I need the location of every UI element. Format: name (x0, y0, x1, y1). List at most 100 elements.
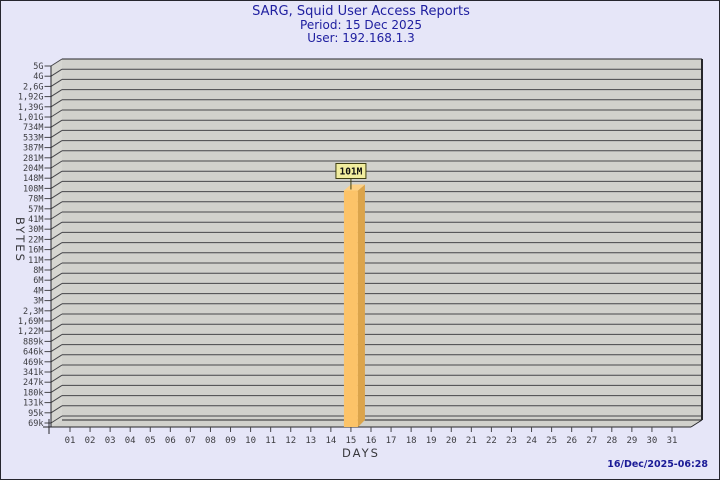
y-tick-label: 69k (28, 419, 43, 429)
x-tick-label: 31 (667, 436, 678, 446)
x-tick-label: 24 (526, 436, 537, 446)
y-tick-label: 1,39G (18, 103, 44, 113)
x-tick-label: 02 (85, 436, 96, 446)
wall-gridline-diagonal (50, 384, 63, 393)
wall-gridline-diagonal (50, 282, 63, 291)
plot-floor (51, 420, 702, 427)
x-tick-label: 28 (606, 436, 617, 446)
x-tick-label: 25 (546, 436, 557, 446)
y-tick-label: 3M (33, 297, 43, 307)
x-tick-label: 01 (65, 436, 76, 446)
wall-gridline-diagonal (50, 415, 63, 424)
y-tick-label: 22M (28, 235, 43, 245)
x-tick-label: 27 (586, 436, 597, 446)
bar-front-face (343, 190, 358, 427)
bar-value-tag (335, 163, 367, 180)
generation-timestamp: 16/Dec/2025-06:28 (607, 459, 708, 470)
x-tick-label: 08 (205, 436, 216, 446)
x-tick-label: 18 (406, 436, 417, 446)
x-tick-label: 21 (466, 436, 477, 446)
wall-gridline-diagonal (50, 150, 63, 159)
y-tick-label: 78M (28, 195, 43, 205)
y-tick-label: 204M (23, 164, 43, 174)
wall-gridline-diagonal (50, 191, 63, 200)
y-tick-label: 341k (23, 368, 43, 378)
wall-gridline-diagonal (50, 160, 63, 169)
wall-gridline-diagonal (50, 395, 63, 404)
wall-gridline-diagonal (50, 109, 63, 118)
y-tick-label: 5G (33, 62, 43, 72)
wall-gridline-diagonal (50, 303, 63, 312)
y-tick-label: 646k (23, 348, 43, 358)
y-axis-title: BYTES (13, 217, 27, 263)
floor-right-diagonal (690, 419, 703, 428)
y-tick-label: 387M (23, 144, 43, 154)
x-tick-label: 09 (225, 436, 236, 446)
x-tick-label: 04 (125, 436, 136, 446)
wall-gridline-diagonal (50, 333, 63, 342)
wall-gridline-diagonal (50, 99, 63, 108)
y-tick-label: 281M (23, 154, 43, 164)
wall-gridline-diagonal (50, 58, 63, 67)
y-tick-label: 95k (28, 409, 43, 419)
bar-top-face (343, 184, 365, 191)
wall-gridline-diagonal (50, 119, 63, 128)
x-tick-label: 22 (486, 436, 497, 446)
y-tick-label: 1,22M (18, 327, 44, 337)
y-tick-label: 734M (23, 123, 43, 133)
y-tick-label: 1,92G (18, 93, 44, 103)
y-tick-label: 4M (33, 286, 43, 296)
x-tick-label: 19 (426, 436, 437, 446)
wall-gridline-diagonal (50, 344, 63, 353)
y-tick-label: 16M (28, 246, 43, 256)
y-tick-label: 8M (33, 266, 43, 276)
y-tick-label: 131k (23, 399, 43, 409)
x-tick-label: 12 (285, 436, 296, 446)
x-tick-label: 13 (305, 436, 316, 446)
x-axis-title: DAYS (342, 446, 380, 460)
y-tick-label: 1,69M (18, 317, 44, 327)
wall-gridline-diagonal (50, 140, 63, 149)
x-tick-label: 23 (506, 436, 517, 446)
wall-gridline-diagonal (50, 374, 63, 383)
bar-side-face (357, 184, 365, 427)
chart-period-line: Period: 15 Dec 2025 (300, 18, 422, 32)
x-tick-label: 06 (165, 436, 176, 446)
y-tick-label: 180k (23, 388, 43, 398)
wall-gridline-diagonal (50, 129, 63, 138)
wall-gridline-diagonal (50, 231, 63, 240)
y-tick-label: 41M (28, 215, 43, 225)
wall-gridline-diagonal (50, 364, 63, 373)
y-tick-label: 247k (23, 378, 43, 388)
wall-gridline-diagonal (50, 293, 63, 302)
x-tick-label: 20 (446, 436, 457, 446)
x-tick-label: 16 (366, 436, 377, 446)
wall-gridline-diagonal (50, 180, 63, 189)
wall-gridline-diagonal (50, 313, 63, 322)
x-tick-label: 07 (185, 436, 196, 446)
wall-gridline-diagonal (50, 405, 63, 414)
bar-value-label: 101M (339, 167, 362, 178)
wall-gridline-diagonal (50, 272, 63, 281)
x-tick-label: 10 (245, 436, 256, 446)
y-tick-label: 30M (28, 225, 43, 235)
y-tick-label: 108M (23, 184, 43, 194)
y-tick-label: 533M (23, 133, 43, 143)
wall-gridline-diagonal (50, 211, 63, 220)
y-tick-label: 2,6G (23, 82, 43, 92)
chart-header: SARG, Squid User Access Reports Period: … (1, 5, 719, 45)
x-tick-label: 26 (566, 436, 577, 446)
x-tick-label: 11 (265, 436, 276, 446)
wall-gridline-diagonal (50, 68, 63, 77)
chart-user-line: User: 192.168.1.3 (307, 31, 415, 45)
y-tick-label: 57M (28, 205, 43, 215)
wall-gridline-diagonal (50, 89, 63, 98)
y-tick-label: 11M (28, 256, 43, 266)
y-tick-label: 1,01G (18, 113, 44, 123)
wall-gridline-diagonal (50, 252, 63, 261)
plot-back-wall (62, 59, 702, 420)
x-tick-label: 14 (325, 436, 336, 446)
y-tick-label: 889k (23, 337, 43, 347)
wall-gridline-diagonal (50, 354, 63, 363)
